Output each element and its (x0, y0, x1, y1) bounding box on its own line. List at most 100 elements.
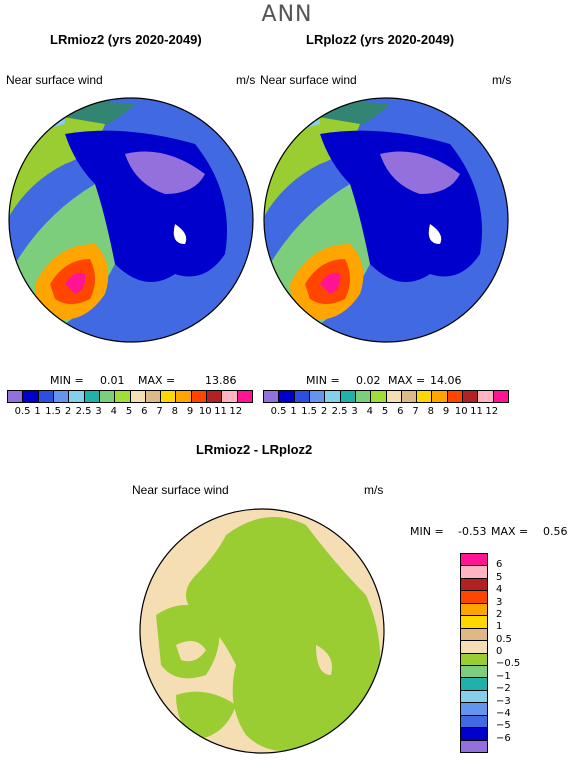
colorbar-swatch (69, 391, 85, 402)
colorbar-swatch (461, 653, 487, 666)
diff-title: LRmioz2 - LRploz2 (196, 442, 313, 457)
colorbar-tick-label: 1.5 (301, 406, 318, 417)
colorbar-tick-label: 2 (320, 406, 328, 417)
colorbar-tick-label: 8 (427, 406, 434, 417)
panel-2-map (263, 97, 509, 343)
panel-2-title: LRploz2 (yrs 2020-2049) (306, 32, 455, 47)
colorbar-tick-label: 8 (171, 406, 178, 417)
colorbar-swatch (207, 391, 223, 402)
diff-colorbar (460, 553, 488, 753)
panel-2-units: m/s (492, 73, 512, 87)
diff-min-label: MIN = (410, 525, 444, 538)
colorbar-tick-label: −5 (496, 720, 511, 732)
panel-1-colorbar-labels: 0.5 1 1.5 2 2.5 3 4 5 6 7 8 9 10 11 12 (7, 406, 251, 417)
colorbar-swatch (53, 391, 70, 402)
colorbar-tick-label: 5 (381, 406, 389, 417)
colorbar-tick-label: 2.5 (331, 406, 348, 417)
panel-1-max-value: 13.86 (205, 374, 237, 387)
colorbar-tick-label: −2 (496, 683, 511, 695)
panel-2-min-value: 0.02 (356, 374, 381, 387)
colorbar-swatch (176, 391, 192, 402)
colorbar-tick-label: 10 (198, 406, 212, 417)
colorbar-swatch (23, 391, 39, 402)
colorbar-swatch (222, 391, 238, 402)
colorbar-tick-label: 12 (229, 406, 243, 417)
colorbar-swatch (461, 616, 487, 629)
panel-1-variable: Near surface wind (6, 73, 103, 87)
colorbar-swatch (145, 391, 162, 402)
panel-2-variable: Near surface wind (260, 73, 357, 87)
colorbar-swatch (340, 391, 356, 402)
colorbar-tick-label: 5 (496, 571, 503, 583)
colorbar-tick-label: 3 (351, 406, 358, 417)
colorbar-tick-label: 6 (397, 406, 404, 417)
diff-units: m/s (364, 483, 384, 497)
colorbar-tick-label: 1 (290, 406, 297, 417)
colorbar-tick-label: −3 (496, 695, 511, 707)
colorbar-tick-label: 0 (496, 646, 503, 657)
colorbar-swatch (264, 391, 280, 402)
colorbar-swatch (325, 391, 341, 402)
colorbar-swatch (461, 591, 487, 604)
colorbar-swatch (371, 391, 387, 402)
colorbar-swatch (461, 566, 487, 579)
colorbar-tick-label: 4 (496, 584, 503, 596)
colorbar-swatch (237, 391, 252, 402)
colorbar-swatch (386, 391, 402, 402)
colorbar-swatch (8, 391, 24, 402)
colorbar-swatch (130, 391, 146, 402)
colorbar-tick-label: 0.5 (496, 633, 512, 645)
colorbar-tick-label: 3 (496, 596, 503, 608)
panel-1-min-label: MIN = (50, 374, 84, 387)
colorbar-swatch (279, 391, 295, 402)
panel-1-title: LRmioz2 (yrs 2020-2049) (50, 32, 202, 47)
colorbar-tick-label: 1 (496, 621, 503, 633)
colorbar-swatch (463, 391, 479, 402)
panel-2-max-value: 14.06 (430, 374, 462, 387)
colorbar-swatch (38, 391, 54, 402)
panel-2-max-label: MAX = (388, 374, 426, 387)
colorbar-tick-label: 11 (214, 406, 227, 417)
colorbar-swatch (309, 391, 326, 402)
colorbar-swatch (461, 740, 487, 752)
colorbar-tick-label: 0.5 (270, 406, 287, 417)
colorbar-tick-label: 4 (110, 406, 117, 417)
panel-1-min-value: 0.01 (100, 374, 125, 387)
colorbar-swatch (461, 703, 487, 716)
colorbar-swatch (461, 641, 487, 654)
colorbar-swatch (478, 391, 494, 402)
colorbar-swatch (461, 578, 487, 592)
colorbar-tick-label: 6 (496, 559, 503, 571)
colorbar-tick-label: 4 (366, 406, 373, 417)
colorbar-swatch (461, 728, 487, 741)
colorbar-swatch (417, 391, 433, 402)
panel-2-colorbar (263, 390, 509, 403)
diff-max-label: MAX = (491, 525, 529, 538)
colorbar-swatch (401, 391, 418, 402)
colorbar-swatch (161, 391, 177, 402)
colorbar-tick-label: 5 (125, 406, 133, 417)
diff-min-value: -0.53 (458, 525, 487, 538)
colorbar-tick-label: 7 (156, 406, 163, 417)
colorbar-tick-label: 2 (496, 608, 503, 620)
colorbar-tick-label: −4 (496, 707, 511, 719)
colorbar-swatch (461, 628, 487, 642)
panel-2-colorbar-labels: 0.5 1 1.5 2 2.5 3 4 5 6 7 8 9 10 11 12 (263, 406, 507, 417)
panel-1-colorbar (7, 390, 253, 403)
colorbar-tick-label: 9 (186, 406, 194, 417)
colorbar-swatch (447, 391, 464, 402)
colorbar-swatch (493, 391, 508, 402)
diff-variable: Near surface wind (132, 483, 229, 497)
colorbar-swatch (461, 603, 487, 617)
colorbar-swatch (432, 391, 448, 402)
colorbar-swatch (355, 391, 372, 402)
colorbar-swatch (191, 391, 208, 402)
diff-max-value: 0.56 (543, 525, 568, 538)
colorbar-tick-label: 10 (454, 406, 468, 417)
colorbar-swatch (461, 678, 487, 691)
colorbar-swatch (461, 554, 487, 567)
colorbar-tick-label: 2.5 (75, 406, 92, 417)
colorbar-tick-label: −1 (496, 670, 511, 682)
colorbar-swatch (294, 391, 310, 402)
colorbar-swatch (461, 665, 487, 679)
